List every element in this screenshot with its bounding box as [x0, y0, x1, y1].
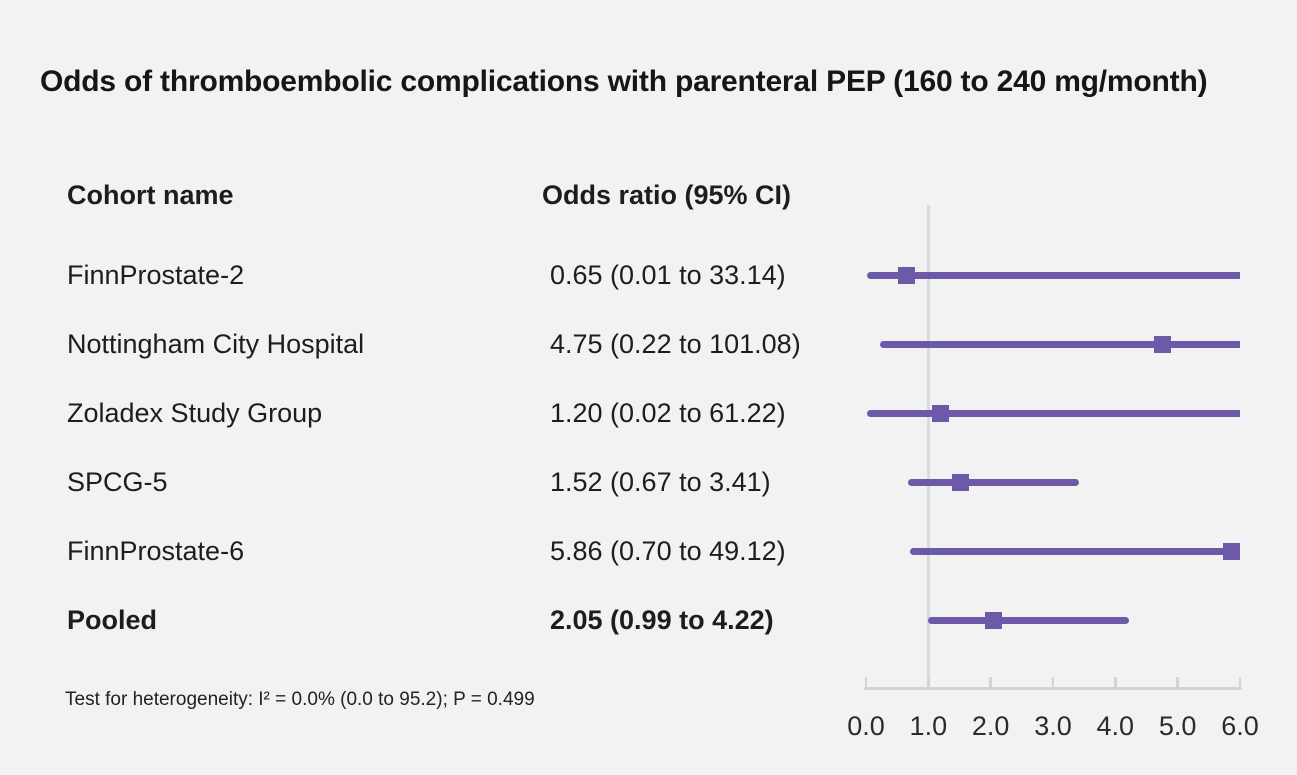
odds-ratio-value: 1.52 (0.67 to 3.41) — [550, 467, 771, 497]
point-estimate-marker — [932, 404, 950, 422]
table-row: Nottingham City Hospital 4.75 (0.22 to 1… — [0, 325, 860, 363]
odds-ratio-value: 4.75 (0.22 to 101.08) — [550, 329, 801, 359]
ci-line — [866, 271, 1240, 279]
table-row: Zoladex Study Group 1.20 (0.02 to 61.22) — [0, 394, 860, 432]
odds-ratio-value: 0.65 (0.01 to 33.14) — [550, 260, 786, 290]
table-row-pooled: Pooled 2.05 (0.99 to 4.22) — [0, 601, 860, 639]
x-axis-tick-label: 4.0 — [1096, 711, 1135, 741]
x-axis-tick-label: 1.0 — [909, 711, 948, 741]
figure-title: Odds of thromboembolic complications wit… — [40, 65, 1208, 98]
x-axis-line — [864, 686, 1242, 690]
odds-ratio-value: 1.20 (0.02 to 61.22) — [550, 398, 786, 428]
x-axis-tick — [864, 676, 868, 687]
cohort-name: SPCG-5 — [67, 467, 168, 497]
table-row: SPCG-5 1.52 (0.67 to 3.41) — [0, 463, 860, 501]
cohort-name: Nottingham City Hospital — [67, 329, 365, 359]
point-estimate-marker — [1222, 542, 1240, 560]
x-axis-tick-label: 0.0 — [847, 711, 885, 741]
table-row: FinnProstate-2 0.65 (0.01 to 33.14) — [0, 256, 860, 294]
cohort-name: FinnProstate-2 — [67, 260, 245, 290]
x-axis-tick — [926, 676, 930, 687]
x-axis-tick — [989, 676, 993, 687]
x-axis-tick-label: 2.0 — [971, 711, 1010, 741]
x-axis-tick-label: 3.0 — [1034, 711, 1072, 741]
heterogeneity-footnote: Test for heterogeneity: I² = 0.0% (0.0 t… — [65, 689, 535, 710]
point-estimate-marker — [1153, 335, 1171, 353]
ci-line — [879, 340, 1240, 348]
ci-line — [909, 547, 1240, 555]
x-axis-tick-label: 5.0 — [1158, 711, 1197, 741]
odds-ratio-value: 2.05 (0.99 to 4.22) — [550, 605, 774, 635]
column-header-cohort-name: Cohort name — [67, 180, 234, 210]
x-axis-tick — [1051, 676, 1055, 687]
table-row: FinnProstate-6 5.86 (0.70 to 49.12) — [0, 532, 860, 570]
point-estimate-marker — [952, 473, 970, 491]
ci-line — [867, 409, 1240, 417]
pooled-estimate-marker — [985, 611, 1003, 629]
reference-line — [927, 205, 930, 688]
ci-line — [927, 616, 1130, 624]
column-header-odds-ratio: Odds ratio (95% CI) — [542, 180, 792, 210]
ci-line — [907, 478, 1079, 486]
x-axis-tick — [1113, 676, 1117, 687]
point-estimate-marker — [898, 266, 915, 284]
cohort-name: Zoladex Study Group — [67, 398, 323, 428]
cohort-name: Pooled — [67, 605, 158, 635]
odds-ratio-value: 5.86 (0.70 to 49.12) — [550, 536, 786, 566]
cohort-name: FinnProstate-6 — [67, 536, 245, 566]
x-axis-tick-label: 6.0 — [1221, 711, 1259, 741]
x-axis-tick — [1238, 676, 1242, 687]
x-axis-tick — [1176, 676, 1180, 687]
